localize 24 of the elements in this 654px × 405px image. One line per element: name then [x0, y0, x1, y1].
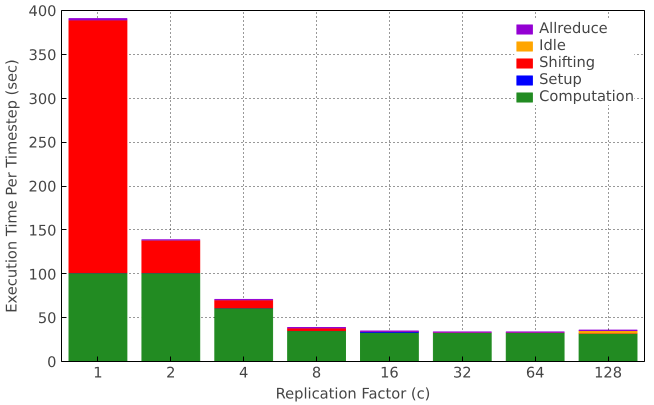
legend-label: Computation	[539, 88, 634, 105]
x-tick-label: 64	[526, 364, 545, 382]
y-tick-label: 200	[28, 178, 57, 196]
x-tick-label: 2	[166, 364, 176, 382]
y-tick-label: 150	[28, 222, 57, 240]
legend-label: Setup	[539, 71, 582, 88]
y-tick-label: 350	[28, 46, 57, 64]
y-tick-label: 400	[28, 3, 57, 20]
y-tick-label: 50	[38, 310, 57, 328]
y-tick-label: 250	[28, 134, 57, 152]
legend-label: Idle	[539, 37, 566, 54]
x-axis-title: Replication Factor (c)	[276, 386, 430, 402]
x-tick-label: 32	[452, 364, 472, 382]
x-tick-label: 8	[312, 364, 322, 382]
x-tick-label: 4	[239, 364, 248, 382]
x-tick-label: 128	[594, 364, 622, 382]
x-tick-label: 1	[93, 364, 103, 382]
y-tick-label: 100	[28, 266, 57, 284]
legend-label: Shifting	[539, 54, 596, 71]
y-tick-label: 0	[47, 354, 57, 371]
y-tick-label: 300	[28, 90, 57, 108]
y-axis-title: Execution Time Per Timestep (sec)	[4, 59, 21, 313]
x-tick-label: 16	[380, 364, 399, 382]
legend-label: Allreduce	[539, 20, 608, 37]
